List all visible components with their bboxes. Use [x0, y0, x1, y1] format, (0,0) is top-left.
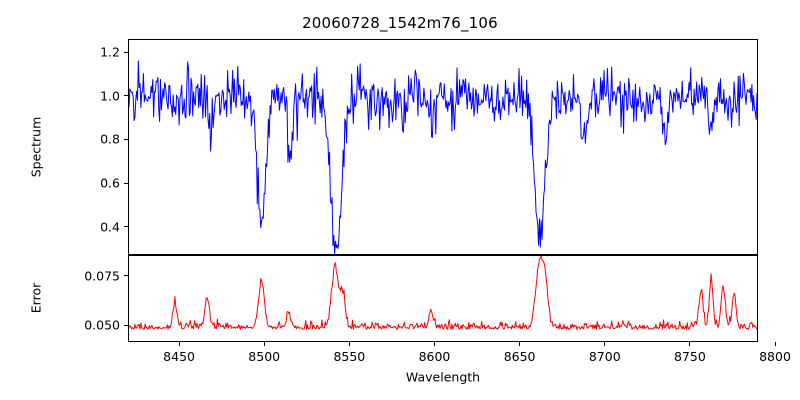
spectrum-y-tick-mark — [124, 51, 128, 53]
x-tick-label: 8800 — [759, 349, 791, 364]
x-axis-label: Wavelength — [405, 369, 481, 385]
spectrum-y-tick-label: 0.4 — [100, 219, 120, 235]
spectrum-y-tick-label: 0.6 — [100, 175, 120, 191]
x-tick-mark — [348, 342, 350, 346]
spectrum-y-tick-mark — [124, 226, 128, 228]
page-title: 20060728_1542m76_106 — [302, 14, 498, 32]
x-tick-label: 8650 — [503, 349, 536, 364]
x-tick-mark — [689, 342, 691, 346]
error-y-tick-label: 0.075 — [84, 268, 120, 284]
spectrum-y-tick-mark — [124, 95, 128, 97]
error-line-series — [129, 256, 757, 330]
spectrum-y-tick-label: 0.8 — [100, 131, 120, 147]
error-y-tick-label: 0.050 — [84, 317, 120, 333]
x-tick-mark — [774, 342, 776, 346]
x-tick-label: 8750 — [673, 349, 706, 364]
spectrum-y-tick-label: 1.0 — [100, 88, 120, 104]
error-y-tick-mark — [124, 324, 128, 326]
x-tick-label: 8600 — [418, 349, 451, 364]
error-plot-area — [128, 255, 758, 342]
x-tick-label: 8700 — [588, 349, 621, 364]
x-tick-mark — [433, 342, 436, 346]
spectrum-y-tick-mark — [124, 138, 128, 140]
x-tick-mark — [263, 342, 265, 346]
x-tick-mark — [178, 342, 180, 346]
x-tick-mark — [604, 342, 606, 346]
spectrum-plot-area — [128, 39, 758, 255]
spectrum-y-axis-label: Spectrum — [28, 116, 44, 178]
error-y-axis-label: Error — [28, 282, 44, 314]
x-tick-label: 8500 — [248, 349, 281, 364]
error-y-tick-mark — [124, 275, 128, 277]
spectrum-y-tick-mark — [124, 182, 128, 184]
x-tick-label: 8450 — [163, 349, 195, 364]
spectrum-y-tick-label: 1.2 — [100, 44, 120, 60]
spectrum-line-series — [129, 60, 757, 254]
x-tick-mark — [519, 342, 521, 346]
x-tick-label: 8550 — [333, 349, 366, 364]
